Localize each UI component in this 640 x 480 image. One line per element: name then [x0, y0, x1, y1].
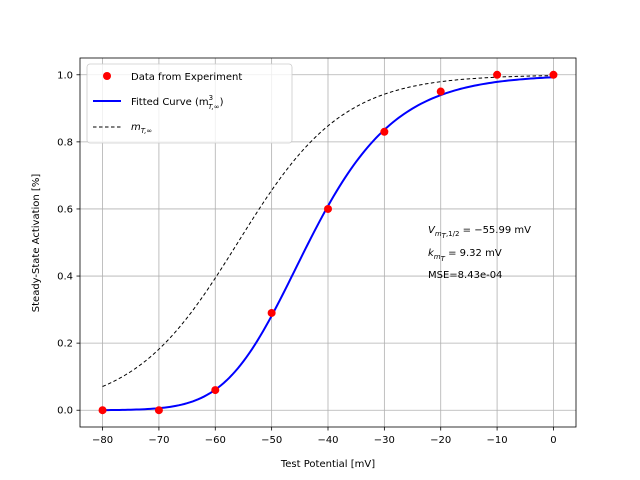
x-tick-label: −80 [92, 435, 113, 446]
y-tick-label: 0.8 [57, 137, 73, 148]
data-point [380, 127, 389, 136]
legend-data-label: Data from Experiment [131, 72, 242, 83]
x-tick-label: −60 [205, 435, 226, 446]
plot-frame [79, 57, 577, 428]
vhalf-annotation: VmT,1/2 = −55.99 mV [428, 225, 531, 240]
legend: Data from Experiment Fitted Curve (m3 T,∞… [86, 63, 293, 144]
y-tick-label: 0.2 [57, 339, 73, 350]
data-point [267, 308, 276, 317]
data-point [549, 70, 558, 79]
y-ticks: 0.0 0.2 0.4 0.6 0.8 1.0 [57, 70, 80, 417]
x-ticks: −80 −70 −60 −50 −40 −30 −20 −10 0 [92, 427, 557, 446]
x-tick-label: −40 [317, 435, 338, 446]
x-tick-label: −50 [261, 435, 282, 446]
data-point [493, 70, 502, 79]
legend-box [86, 63, 293, 144]
data-point [436, 87, 445, 96]
x-tick-label: 0 [550, 435, 556, 446]
x-tick-label: −10 [487, 435, 508, 446]
minf-curve [102, 75, 554, 387]
y-tick-label: 0.4 [57, 272, 73, 283]
x-tick-label: −30 [374, 435, 395, 446]
legend-data-marker [103, 72, 111, 80]
legend-minf-label: mT,∞ [131, 122, 152, 135]
x-tick-label: −20 [430, 435, 451, 446]
mse-annotation: MSE=8.43e-04 [428, 270, 502, 281]
series [98, 70, 558, 415]
data-point [324, 204, 332, 213]
y-tick-label: 1.0 [57, 70, 73, 81]
y-tick-label: 0.6 [57, 204, 73, 215]
data-point [98, 406, 107, 415]
x-axis-label: Test Potential [mV] [280, 459, 375, 470]
data-point [154, 406, 163, 415]
y-tick-label: 0.0 [57, 406, 73, 417]
x-tick-label: −70 [148, 435, 169, 446]
k-annotation: kmT = 9.32 mV [428, 248, 502, 263]
y-axis-label: Steady-State Activation [%] [31, 174, 42, 313]
legend-fit-label: Fitted Curve (m3 T,∞) [131, 94, 224, 111]
data-point [211, 386, 220, 395]
fit-annotation: VmT,1/2 = −55.99 mV kmT = 9.32 mV MSE=8.… [428, 225, 531, 281]
